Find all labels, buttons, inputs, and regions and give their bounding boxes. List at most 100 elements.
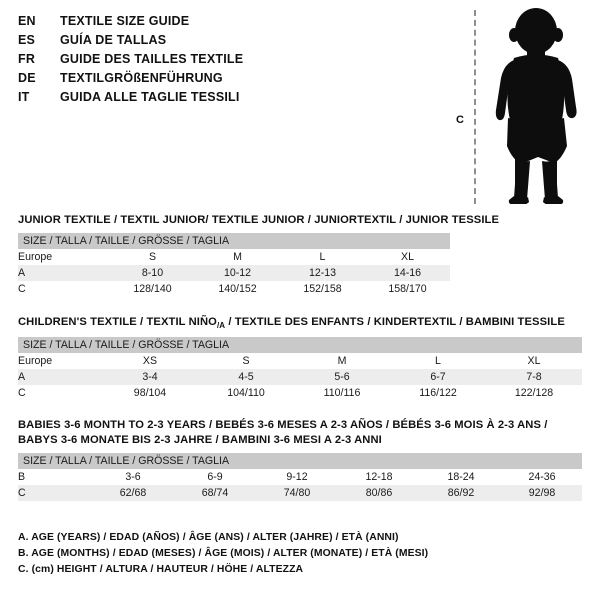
language-row: EN TEXTILE SIZE GUIDE — [18, 14, 418, 33]
table-row: C 98/104 104/110 110/116 116/122 122/128 — [18, 385, 583, 402]
height-measure-figure: C — [448, 8, 588, 204]
section-children: CHILDREN'S TEXTILE / TEXTIL NIÑO/A / TEX… — [18, 316, 583, 402]
table-cell: 158/170 — [365, 281, 451, 297]
row-label: Europe — [18, 353, 102, 370]
language-title: GUIDE DES TAILLES TEXTILE — [60, 52, 244, 66]
legend-item-c: C. (cm) HEIGHT / ALTURA / HAUTEUR / HÖHE… — [18, 564, 304, 575]
table-cell: 152/158 — [280, 281, 365, 297]
language-code: FR — [18, 52, 36, 66]
row-label: A — [18, 265, 110, 281]
table-cell: 12-18 — [338, 469, 420, 485]
section-babies-title: BABIES 3-6 MONTH TO 2-3 YEARS / BEBÉS 3-… — [18, 419, 582, 446]
table-row: Europe XS S M L XL — [18, 353, 583, 370]
size-header-cell: M — [294, 353, 390, 370]
size-header-cell: XL — [365, 249, 451, 265]
section-junior-title: JUNIOR TEXTILE / TEXTIL JUNIOR/ TEXTILE … — [18, 214, 500, 226]
language-code: DE — [18, 71, 36, 85]
table-cell: 6-9 — [174, 469, 256, 485]
table-cell: 128/140 — [110, 281, 195, 297]
language-code: IT — [18, 90, 30, 104]
table-cell: 116/122 — [390, 385, 486, 402]
language-code: ES — [18, 33, 36, 47]
section-junior: JUNIOR TEXTILE / TEXTIL JUNIOR/ TEXTILE … — [18, 214, 500, 297]
row-label: C — [18, 281, 110, 297]
table-cell: 80/86 — [338, 485, 420, 501]
section-children-title-part2: / TEXTILE DES ENFANTS / KINDERTEXTIL / B… — [225, 316, 565, 328]
size-header-cell: M — [195, 249, 280, 265]
table-cell: 122/128 — [486, 385, 583, 402]
table-row: C 62/68 68/74 74/80 80/86 86/92 92/98 — [18, 485, 583, 501]
table-cell: 86/92 — [420, 485, 502, 501]
section-children-title: CHILDREN'S TEXTILE / TEXTIL NIÑO/A / TEX… — [18, 316, 582, 330]
language-title: TEXTILE SIZE GUIDE — [60, 14, 190, 28]
row-label: Europe — [18, 249, 110, 265]
language-code: EN — [18, 14, 36, 28]
size-header-cell: L — [280, 249, 365, 265]
section-babies-title-line2: BABYS 3-6 MONATE BIS 2-3 JAHRE / BAMBINI… — [18, 434, 382, 446]
table-cell: 104/110 — [198, 385, 294, 402]
table-cell: 62/68 — [92, 485, 174, 501]
language-row: DE TEXTILGRÖßENFÜHRUNG — [18, 71, 418, 90]
language-row: FR GUIDE DES TAILLES TEXTILE — [18, 52, 418, 71]
size-header-cell: S — [198, 353, 294, 370]
table-row: Europe S M L XL — [18, 249, 451, 265]
size-header-cell: L — [390, 353, 486, 370]
table-cell: 110/116 — [294, 385, 390, 402]
language-title: TEXTILGRÖßENFÜHRUNG — [60, 71, 223, 85]
row-label: C — [18, 385, 102, 402]
row-label: B — [18, 469, 92, 485]
table-cell: 3-6 — [92, 469, 174, 485]
band-label: SIZE / TALLA / TAILLE / GRÖSSE / TAGLIA — [18, 337, 583, 354]
table-cell: 98/104 — [102, 385, 198, 402]
header-area: EN TEXTILE SIZE GUIDE ES GUÍA DE TALLAS … — [0, 0, 600, 205]
section-children-title-part1: CHILDREN'S TEXTILE / TEXTIL NIÑO — [18, 316, 217, 328]
table-cell: 8-10 — [110, 265, 195, 281]
table-cell: 7-8 — [486, 369, 583, 386]
table-band-header: SIZE / TALLA / TAILLE / GRÖSSE / TAGLIA — [18, 233, 451, 249]
table-cell: 5-6 — [294, 369, 390, 386]
row-label: A — [18, 369, 102, 386]
table-row: A 8-10 10-12 12-13 14-16 — [18, 265, 451, 281]
band-label: SIZE / TALLA / TAILLE / GRÖSSE / TAGLIA — [18, 453, 583, 469]
table-row: A 3-4 4-5 5-6 6-7 7-8 — [18, 369, 583, 386]
legend-item-b: B. AGE (MONTHS) / EDAD (MESES) / ÂGE (MO… — [18, 548, 429, 559]
legend-item-a: A. AGE (YEARS) / EDAD (AÑOS) / ÂGE (ANS)… — [18, 532, 399, 543]
language-title-list: EN TEXTILE SIZE GUIDE ES GUÍA DE TALLAS … — [18, 14, 418, 109]
band-label: SIZE / TALLA / TAILLE / GRÖSSE / TAGLIA — [18, 233, 451, 249]
section-babies: BABIES 3-6 MONTH TO 2-3 YEARS / BEBÉS 3-… — [18, 419, 583, 501]
junior-size-table: SIZE / TALLA / TAILLE / GRÖSSE / TAGLIA … — [18, 233, 451, 297]
table-cell: 92/98 — [502, 485, 583, 501]
table-cell: 24-36 — [502, 469, 583, 485]
section-babies-title-line1: BABIES 3-6 MONTH TO 2-3 YEARS / BEBÉS 3-… — [18, 419, 548, 431]
language-title: GUIDA ALLE TAGLIE TESSILI — [60, 90, 240, 104]
table-cell: 18-24 — [420, 469, 502, 485]
table-band-header: SIZE / TALLA / TAILLE / GRÖSSE / TAGLIA — [18, 337, 583, 354]
table-cell: 10-12 — [195, 265, 280, 281]
language-row: IT GUIDA ALLE TAGLIE TESSILI — [18, 90, 418, 109]
table-cell: 9-12 — [256, 469, 338, 485]
size-header-cell: S — [110, 249, 195, 265]
table-row: B 3-6 6-9 9-12 12-18 18-24 24-36 — [18, 469, 583, 485]
table-cell: 140/152 — [195, 281, 280, 297]
children-size-table: SIZE / TALLA / TAILLE / GRÖSSE / TAGLIA … — [18, 337, 583, 402]
size-header-cell: XL — [486, 353, 583, 370]
legend-block: A. AGE (YEARS) / EDAD (AÑOS) / ÂGE (ANS)… — [18, 532, 428, 580]
section-children-title-subscript: /A — [216, 321, 226, 331]
table-cell: 3-4 — [102, 369, 198, 386]
table-band-header: SIZE / TALLA / TAILLE / GRÖSSE / TAGLIA — [18, 453, 583, 469]
table-cell: 74/80 — [256, 485, 338, 501]
height-dashed-line — [474, 10, 476, 204]
table-row: C 128/140 140/152 152/158 158/170 — [18, 281, 451, 297]
table-cell: 4-5 — [198, 369, 294, 386]
height-marker-label: C — [456, 114, 464, 126]
table-cell: 14-16 — [365, 265, 451, 281]
language-row: ES GUÍA DE TALLAS — [18, 33, 418, 52]
row-label: C — [18, 485, 92, 501]
table-cell: 68/74 — [174, 485, 256, 501]
table-cell: 12-13 — [280, 265, 365, 281]
language-title: GUÍA DE TALLAS — [60, 33, 167, 47]
table-cell: 6-7 — [390, 369, 486, 386]
toddler-silhouette-icon — [495, 8, 577, 204]
size-header-cell: XS — [102, 353, 198, 370]
babies-size-table: SIZE / TALLA / TAILLE / GRÖSSE / TAGLIA … — [18, 453, 583, 501]
